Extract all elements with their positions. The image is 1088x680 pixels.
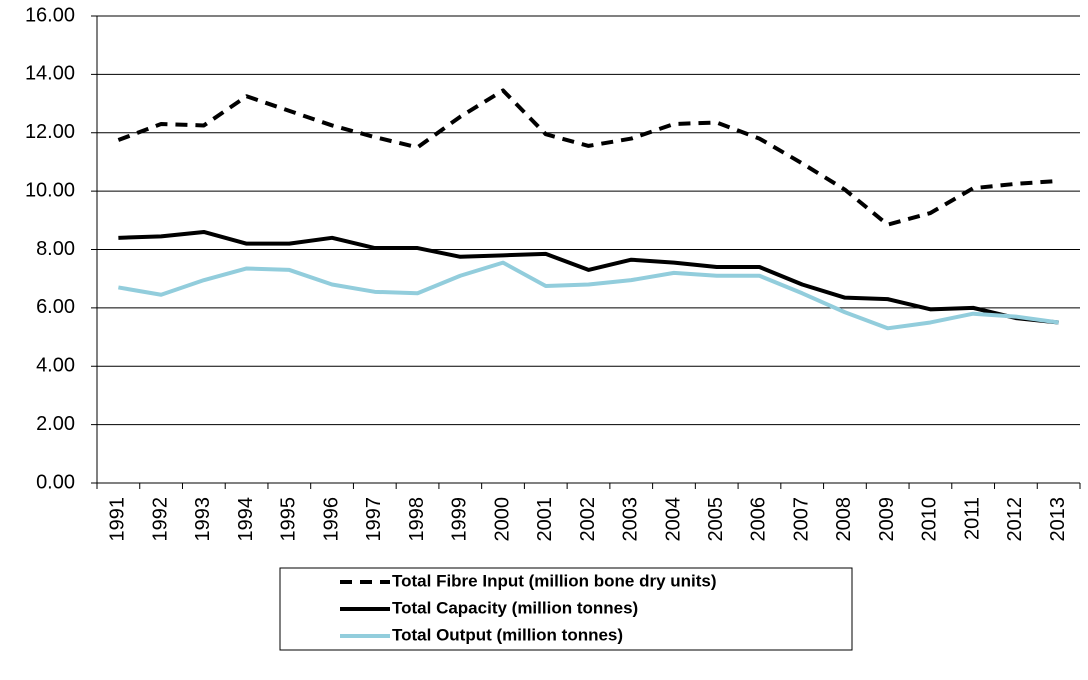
y-tick-label: 14.00 (25, 63, 75, 85)
x-tick-label: 1997 (363, 497, 385, 542)
y-tick-label: 6.00 (36, 296, 75, 318)
x-tick-label: 2003 (620, 497, 642, 542)
x-tick-label: 2008 (833, 497, 855, 542)
y-tick-label: 2.00 (36, 413, 75, 435)
x-tick-label: 1994 (235, 497, 257, 542)
x-tick-label: 2000 (491, 497, 513, 542)
x-tick-label: 1995 (278, 497, 300, 542)
x-tick-label: 2006 (748, 497, 770, 542)
y-tick-label: 10.00 (25, 179, 75, 201)
x-tick-label: 2007 (790, 497, 812, 542)
y-tick-label: 16.00 (25, 4, 75, 26)
x-tick-label: 2004 (662, 497, 684, 542)
x-tick-label: 1998 (406, 497, 428, 542)
x-tick-label: 2009 (876, 497, 898, 542)
series-line (117, 88, 1059, 227)
series-line (118, 229, 1059, 325)
x-tick-label: 2011 (961, 497, 983, 540)
x-tick-label: 2012 (1004, 497, 1026, 542)
x-tick-label: 2001 (534, 497, 556, 542)
x-tick-label: 2010 (919, 497, 941, 542)
series-line (118, 260, 1059, 331)
x-tick-label: 1999 (449, 497, 471, 542)
x-tick-label: 1996 (320, 497, 342, 542)
x-tick-label: 2013 (1047, 497, 1069, 542)
y-tick-label: 0.00 (36, 471, 75, 493)
x-tick-label: 1992 (149, 497, 171, 542)
legend-label: Total Output (million tonnes) (392, 625, 623, 644)
legend: Total Fibre Input (million bone dry unit… (279, 567, 853, 651)
x-tick-label: 1993 (192, 497, 214, 542)
legend-label: Total Capacity (million tonnes) (392, 598, 638, 617)
legend-label: Total Fibre Input (million bone dry unit… (392, 571, 717, 590)
x-tick-label: 2005 (705, 497, 727, 542)
y-tick-label: 8.00 (36, 238, 75, 260)
y-tick-label: 12.00 (25, 121, 75, 143)
y-tick-label: 4.00 (36, 355, 75, 377)
x-tick-label: 2002 (577, 497, 599, 542)
x-tick-label: 1991 (107, 497, 129, 542)
